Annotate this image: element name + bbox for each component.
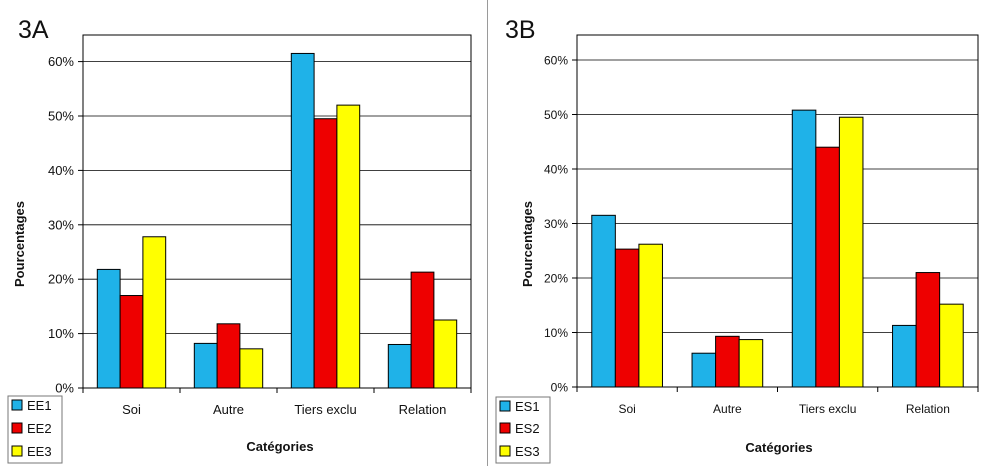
bar-ee1-relation — [387, 343, 412, 389]
bar-ee1-tiers-exclu — [290, 52, 315, 389]
bar-ee3-relation — [433, 319, 458, 389]
x-tick-label: Autre — [213, 402, 244, 417]
bar-es1-tiers-exclu — [791, 109, 817, 388]
bar-ee3-tiers-exclu — [336, 104, 361, 389]
y-tick-label: 30% — [48, 217, 74, 232]
y-tick-label: 60% — [544, 54, 568, 68]
y-tick-label: 10% — [544, 326, 568, 340]
panel-label: 3A — [18, 16, 49, 44]
y-tick-label: 0% — [55, 381, 74, 396]
bar-ee3-autre — [239, 348, 264, 389]
bar-ee2-soi — [119, 295, 144, 389]
bar-es2-autre — [715, 335, 740, 388]
y-tick-label: 20% — [48, 272, 74, 287]
panel-label: 3B — [505, 16, 536, 44]
legend-label-es1: ES1 — [515, 399, 540, 414]
y-tick-label: 40% — [544, 163, 568, 177]
x-tick-label: Relation — [399, 402, 447, 417]
legend-swatch-es3 — [499, 445, 511, 457]
x-tick-label: Autre — [713, 402, 742, 416]
legend-label-ee1: EE1 — [27, 398, 52, 413]
legend-label-ee3: EE3 — [27, 444, 52, 459]
bar-es3-relation — [939, 303, 964, 388]
y-tick-label: 60% — [48, 54, 74, 69]
bar-es1-soi — [591, 214, 616, 388]
x-tick-label: Tiers exclu — [799, 402, 857, 416]
y-axis-title: Pourcentages — [520, 201, 535, 287]
bar-es3-tiers-exclu — [838, 116, 864, 388]
legend-swatch-es2 — [499, 422, 511, 434]
legend-label-es3: ES3 — [515, 444, 540, 459]
legend-label-ee2: EE2 — [27, 421, 52, 436]
bar-es2-relation — [915, 272, 941, 388]
panel-separator — [487, 0, 488, 466]
bar-ee2-tiers-exclu — [313, 118, 338, 389]
bar-ee1-autre — [193, 342, 218, 389]
bar-ee1-soi — [96, 268, 121, 389]
chart-panel-3b: 3B 0% 10% 20% 30% 40% 50% 60% Soi Autre Tiers excl… — [495, 16, 979, 464]
legend-swatch-ee1 — [11, 399, 23, 411]
x-tick-label: Tiers exclu — [294, 402, 356, 417]
y-tick-label: 0% — [551, 381, 569, 395]
bar-ee3-soi — [142, 236, 167, 389]
y-tick-label: 30% — [544, 217, 568, 231]
y-tick-label: 50% — [544, 108, 568, 122]
y-tick-label: 40% — [48, 163, 74, 178]
bar-es1-relation — [892, 324, 917, 388]
legend-label-es2: ES2 — [515, 421, 540, 436]
bar-ee2-autre — [216, 323, 241, 389]
y-tick-label: 10% — [48, 326, 74, 341]
bar-es3-autre — [738, 339, 764, 388]
bar-es2-soi — [614, 248, 640, 388]
y-axis-title: Pourcentages — [12, 201, 27, 287]
x-axis-title: Catégories — [246, 439, 313, 454]
x-tick-label: Soi — [618, 402, 635, 416]
x-tick-label: Soi — [122, 402, 141, 417]
chart-panel-3a: 3A 0% 10% 20% 30% 40% 50% 60% Soi Autre Tiers excl… — [7, 16, 472, 464]
x-axis-title: Catégories — [745, 440, 812, 455]
legend-swatch-ee3 — [11, 445, 23, 457]
y-tick-label: 50% — [48, 109, 74, 124]
bar-es3-soi — [638, 243, 663, 388]
x-tick-label: Relation — [906, 402, 950, 416]
bar-es2-tiers-exclu — [815, 146, 840, 388]
bar-es1-autre — [691, 352, 717, 388]
y-tick-label: 20% — [544, 272, 568, 286]
legend-swatch-es1 — [499, 400, 511, 412]
legend-swatch-ee2 — [11, 422, 23, 434]
bar-ee2-relation — [410, 271, 435, 389]
